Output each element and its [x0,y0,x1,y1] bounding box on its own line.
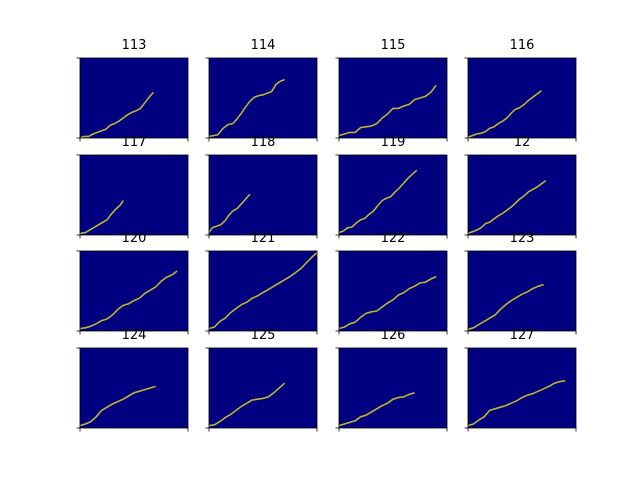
axes-frame [208,250,318,332]
subplot-title: 123 [510,231,535,246]
subplot-117 [76,154,189,239]
plot-area [339,348,447,428]
axes-frame [338,347,448,429]
axes-frame [79,250,189,332]
series-line [467,283,544,331]
series-line [467,179,547,235]
axes-frame [208,347,318,429]
subplot-title: 120 [122,231,147,246]
plot-area [209,251,317,331]
series-line [79,200,124,235]
plot-area [468,251,576,331]
subplot-title: 121 [251,231,276,246]
series-line [208,78,285,138]
subplot-126 [335,347,448,432]
plot-area [468,155,576,235]
subplot-title: 12 [514,135,531,150]
axes-frame [338,154,448,236]
subplot-115 [335,57,448,142]
series-line [467,90,542,138]
series-line [338,392,415,427]
subplot-114 [205,57,318,142]
subplot-121 [205,250,318,335]
subplot-127 [464,347,577,432]
subplot-120 [76,250,189,335]
subplot-title: 115 [381,38,406,53]
series-line [79,91,154,139]
axes-frame [467,154,577,236]
axes-frame [467,347,577,429]
axes-frame [467,57,577,139]
subplot-title: 127 [510,328,535,343]
subplot-title: 116 [510,38,535,53]
plot-area [80,58,188,138]
axes-frame [467,250,577,332]
series-line [79,385,156,427]
plot-area [209,155,317,235]
plot-area [468,58,576,138]
subplot-12 [464,154,577,239]
subplot-124 [76,347,189,432]
subplot-title: 122 [381,231,406,246]
series-line [79,270,178,330]
series-line [467,380,566,427]
subplot-title: 118 [251,135,276,150]
axes-frame [79,57,189,139]
plot-area [339,251,447,331]
axes-frame [208,57,318,139]
subplot-title: 124 [122,328,147,343]
subplot-113 [76,57,189,142]
plot-area [80,155,188,235]
subplot-123 [464,250,577,335]
subplot-title: 125 [251,328,276,343]
series-line [338,169,418,234]
subplot-title: 119 [381,135,406,150]
series-line [208,382,286,427]
subplot-119 [335,154,448,239]
axes-frame [208,154,318,236]
series-line [208,252,318,330]
subplot-116 [464,57,577,142]
subplot-title: 117 [122,135,147,150]
axes-frame [338,250,448,332]
series-line [338,275,437,330]
series-line [338,84,437,137]
axes-frame [79,347,189,429]
subplot-122 [335,250,448,335]
subplot-title: 126 [381,328,406,343]
subplot-title: 114 [251,38,276,53]
axes-frame [338,57,448,139]
plot-area [80,251,188,331]
subplot-125 [205,347,318,432]
subplot-title: 113 [122,38,147,53]
axes-frame [79,154,189,236]
subplot-118 [205,154,318,239]
plot-area [209,348,317,428]
plot-area [339,58,447,138]
series-line [208,193,251,234]
